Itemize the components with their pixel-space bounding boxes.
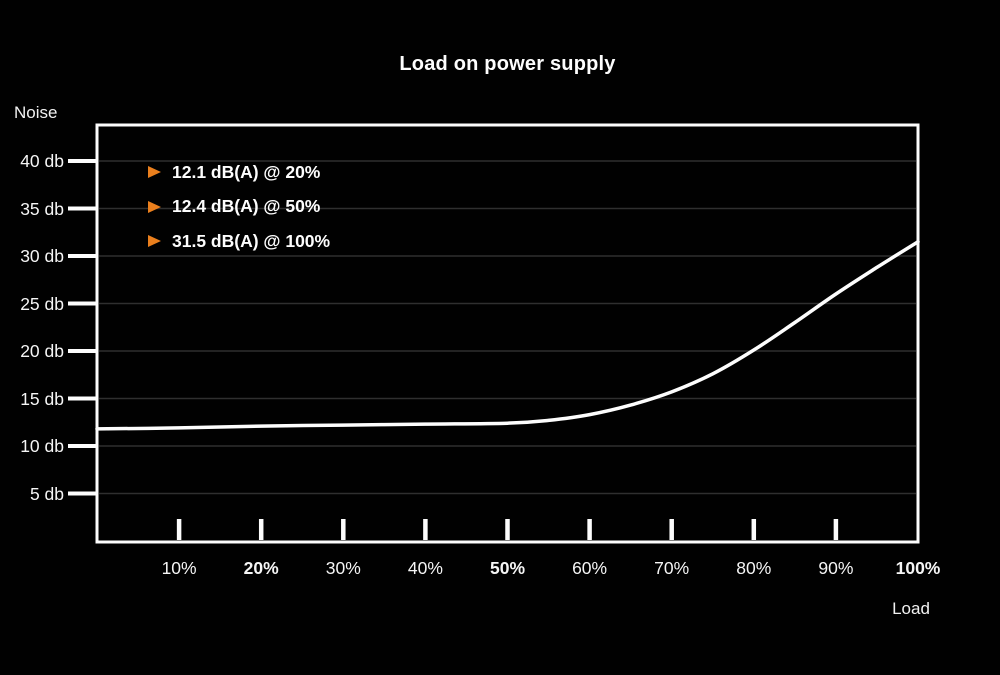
arrow-right-icon	[148, 200, 161, 213]
arrow-right-icon	[148, 166, 161, 178]
y-axis-tick-label: 5 db	[29, 483, 64, 504]
x-axis-tick-label: 30%	[325, 558, 361, 578]
x-axis-tick-label: 90%	[818, 558, 854, 578]
chart-title: Load on power supply	[399, 53, 616, 75]
x-axis-tick-label: 100%	[895, 558, 941, 578]
x-axis-title: Load	[892, 599, 930, 618]
plot-border	[95, 123, 920, 544]
annotation-text: 31.5 dB(A) @ 100%	[172, 230, 331, 251]
y-axis-tick-label: 40 db	[20, 151, 64, 171]
annotation-text: 12.4 dB(A) @ 50%	[172, 196, 321, 216]
x-axis-tick-label: 50%	[489, 558, 526, 578]
y-axis-tick-label: 35 db	[20, 198, 64, 219]
x-axis-tick-label: 80%	[736, 558, 772, 578]
x-axis-tick-label: 40%	[407, 558, 443, 578]
y-axis-tick-label: 20 db	[20, 341, 64, 361]
noise-curve	[95, 240, 920, 431]
x-axis-tick-label: 10%	[161, 558, 197, 578]
annotation-row: 12.1 dB(A) @ 20%	[148, 162, 320, 182]
x-axis-tick-label: 20%	[243, 558, 279, 578]
arrow-right-icon	[148, 235, 161, 247]
y-axis-tick-label: 25 db	[20, 293, 64, 314]
y-axis-title: Noise	[14, 103, 58, 122]
annotation-text: 12.1 dB(A) @ 20%	[172, 161, 321, 182]
x-axis-tick-label: 70%	[654, 558, 690, 578]
y-axis-tick-label: 10 db	[20, 436, 64, 456]
y-axis-tick-label: 15 db	[20, 388, 64, 409]
annotation-row: 31.5 dB(A) @ 100%	[148, 231, 330, 251]
annotation-row: 12.4 dB(A) @ 50%	[148, 196, 321, 217]
x-axis-tick-label: 60%	[572, 558, 608, 578]
y-axis-tick-label: 30 db	[20, 246, 64, 266]
